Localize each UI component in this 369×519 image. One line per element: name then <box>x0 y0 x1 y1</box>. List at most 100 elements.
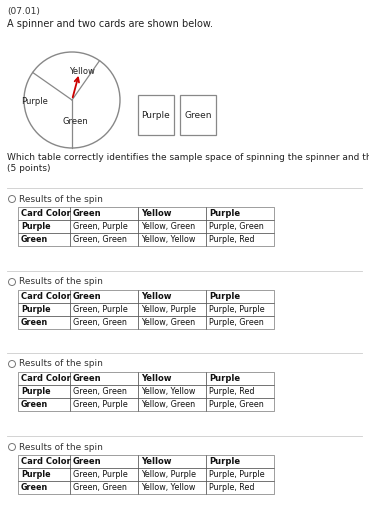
Text: Yellow: Yellow <box>141 292 172 301</box>
Bar <box>138 468 206 481</box>
Bar <box>18 481 70 494</box>
Bar <box>138 207 206 220</box>
Text: Purple: Purple <box>21 98 48 106</box>
Text: Yellow: Yellow <box>69 67 95 76</box>
Bar <box>18 468 70 481</box>
Text: (07.01): (07.01) <box>7 7 40 16</box>
Bar <box>18 290 70 303</box>
Text: Yellow, Yellow: Yellow, Yellow <box>141 235 195 244</box>
Text: Purple: Purple <box>142 111 170 119</box>
Text: Green, Purple: Green, Purple <box>73 470 128 479</box>
Bar <box>206 468 274 481</box>
Text: Yellow, Yellow: Yellow, Yellow <box>141 387 195 396</box>
Bar <box>206 398 274 411</box>
Text: Yellow, Purple: Yellow, Purple <box>141 305 196 314</box>
Text: Yellow, Purple: Yellow, Purple <box>141 470 196 479</box>
Text: Green: Green <box>21 235 48 244</box>
Bar <box>138 372 206 385</box>
Bar <box>70 233 138 246</box>
Text: Results of the spin: Results of the spin <box>19 443 103 452</box>
Bar <box>18 385 70 398</box>
Text: Which table correctly identifies the sample space of spinning the spinner and th: Which table correctly identifies the sam… <box>7 153 369 162</box>
Bar <box>206 233 274 246</box>
Bar <box>206 303 274 316</box>
Bar <box>70 303 138 316</box>
Text: Purple: Purple <box>209 457 240 466</box>
Text: Green: Green <box>62 117 88 127</box>
Text: Card Color: Card Color <box>21 374 71 383</box>
Text: Yellow: Yellow <box>141 209 172 218</box>
Text: Purple, Red: Purple, Red <box>209 235 255 244</box>
Text: Green, Green: Green, Green <box>73 387 127 396</box>
Text: Results of the spin: Results of the spin <box>19 278 103 286</box>
Bar <box>206 290 274 303</box>
Bar <box>138 290 206 303</box>
Text: Yellow, Green: Yellow, Green <box>141 400 195 409</box>
Bar <box>70 220 138 233</box>
Bar <box>138 455 206 468</box>
Bar <box>206 455 274 468</box>
Bar <box>138 220 206 233</box>
Bar <box>70 385 138 398</box>
Text: Green, Green: Green, Green <box>73 318 127 327</box>
Text: Green: Green <box>21 400 48 409</box>
Text: Purple, Red: Purple, Red <box>209 483 255 492</box>
Text: Purple: Purple <box>209 292 240 301</box>
Text: Green: Green <box>73 209 101 218</box>
Text: Results of the spin: Results of the spin <box>19 195 103 203</box>
Text: Card Color: Card Color <box>21 457 71 466</box>
Text: Purple: Purple <box>21 222 51 231</box>
Bar <box>18 398 70 411</box>
Text: Yellow, Green: Yellow, Green <box>141 222 195 231</box>
Bar <box>18 303 70 316</box>
Text: Yellow, Yellow: Yellow, Yellow <box>141 483 195 492</box>
Text: Yellow: Yellow <box>141 374 172 383</box>
Bar <box>138 303 206 316</box>
Text: Green: Green <box>184 111 212 119</box>
Bar <box>206 220 274 233</box>
Bar <box>18 316 70 329</box>
Bar <box>138 233 206 246</box>
Text: Purple, Green: Purple, Green <box>209 400 264 409</box>
Bar <box>18 372 70 385</box>
Bar <box>138 398 206 411</box>
Bar <box>138 316 206 329</box>
Text: Results of the spin: Results of the spin <box>19 360 103 368</box>
Bar <box>138 385 206 398</box>
Bar <box>70 207 138 220</box>
Bar <box>70 372 138 385</box>
Text: Yellow, Green: Yellow, Green <box>141 318 195 327</box>
Bar <box>206 385 274 398</box>
Text: Card Color: Card Color <box>21 292 71 301</box>
Text: Purple, Green: Purple, Green <box>209 222 264 231</box>
Text: Green: Green <box>73 374 101 383</box>
Text: Green, Green: Green, Green <box>73 483 127 492</box>
Text: Yellow: Yellow <box>141 457 172 466</box>
Text: Green, Green: Green, Green <box>73 235 127 244</box>
Text: Purple: Purple <box>209 209 240 218</box>
Text: Green: Green <box>73 457 101 466</box>
Bar <box>206 207 274 220</box>
Text: Card Color: Card Color <box>21 209 71 218</box>
Text: Purple, Purple: Purple, Purple <box>209 305 265 314</box>
Bar <box>18 220 70 233</box>
Text: Purple: Purple <box>21 387 51 396</box>
Text: Purple, Green: Purple, Green <box>209 318 264 327</box>
Text: A spinner and two cards are shown below.: A spinner and two cards are shown below. <box>7 19 213 29</box>
Text: Green, Purple: Green, Purple <box>73 400 128 409</box>
Bar <box>70 481 138 494</box>
Text: (5 points): (5 points) <box>7 164 51 173</box>
Bar <box>18 233 70 246</box>
Bar <box>70 455 138 468</box>
Bar <box>206 481 274 494</box>
Bar <box>180 95 216 135</box>
Text: Purple, Red: Purple, Red <box>209 387 255 396</box>
Text: Green: Green <box>73 292 101 301</box>
Text: Green: Green <box>21 483 48 492</box>
Bar <box>70 316 138 329</box>
Bar <box>70 468 138 481</box>
Bar <box>138 95 174 135</box>
Bar <box>18 207 70 220</box>
Bar <box>18 455 70 468</box>
Text: Green, Purple: Green, Purple <box>73 305 128 314</box>
